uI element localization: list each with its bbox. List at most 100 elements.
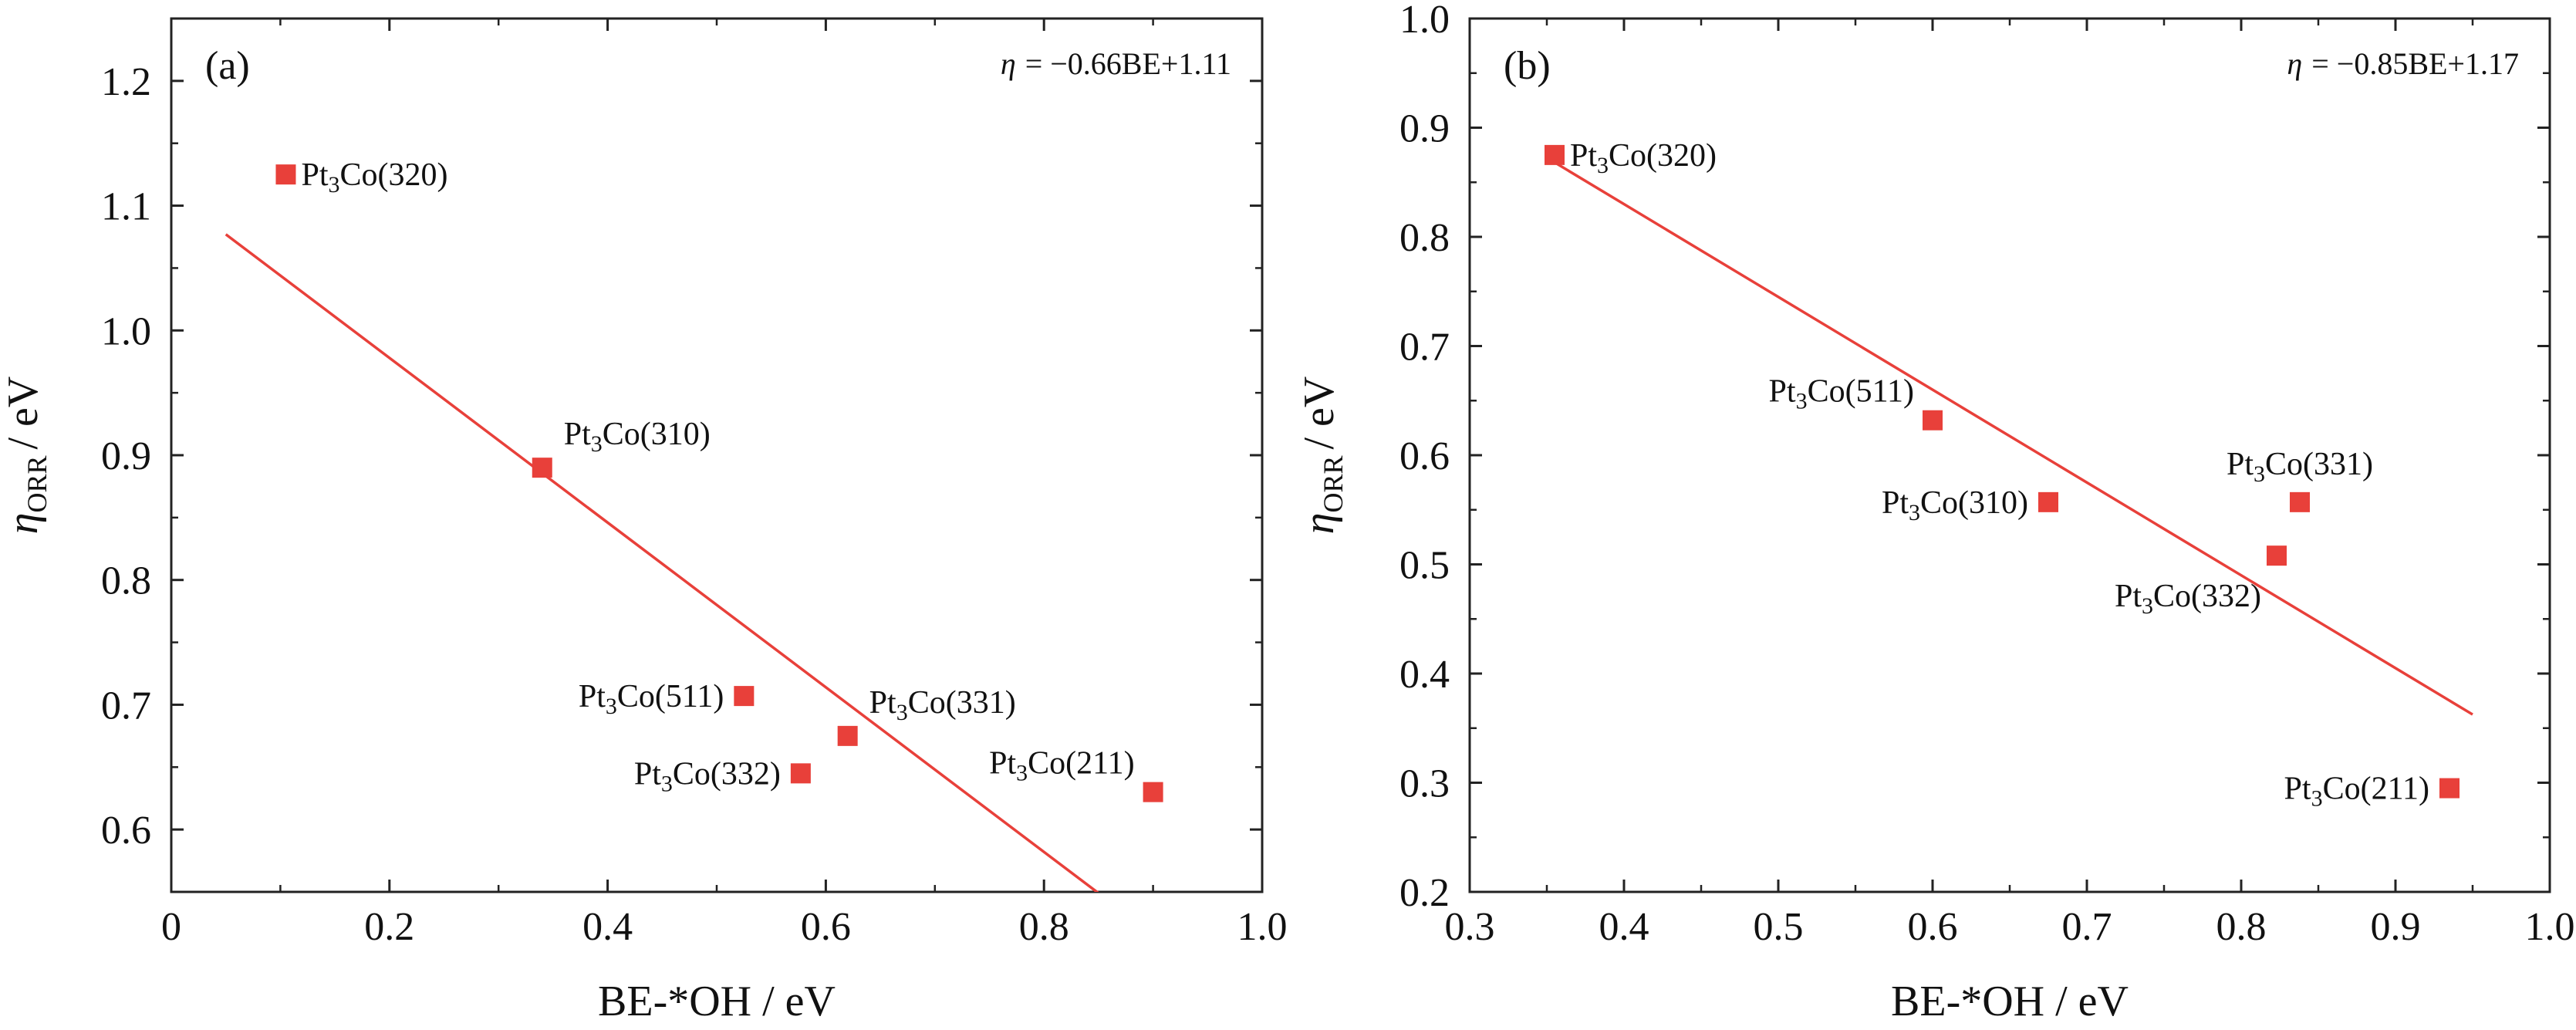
fit-equation: η = −0.85BE+1.17 bbox=[2287, 46, 2519, 81]
panel-label: (b) bbox=[1504, 44, 1551, 88]
x-tick-label: 0 bbox=[161, 905, 181, 949]
data-point bbox=[1545, 144, 1565, 165]
y-tick-label: 0.4 bbox=[1399, 653, 1450, 697]
x-tick-label: 0.4 bbox=[1599, 905, 1649, 949]
point-label-facet: Co(211) bbox=[2323, 772, 2429, 807]
equation-symbol: η bbox=[2287, 46, 2302, 81]
y-tick-label: 0.6 bbox=[1399, 434, 1450, 478]
y-tick-label: 0.6 bbox=[101, 809, 151, 853]
x-tick-label: 0.5 bbox=[1754, 905, 1804, 949]
x-tick-label: 0.8 bbox=[2216, 905, 2267, 949]
point-label-facet: Co(320) bbox=[340, 157, 448, 193]
y-axis-title: ηORR / eV bbox=[0, 377, 52, 535]
y-tick-label: 0.7 bbox=[1399, 326, 1450, 370]
fit-equation: η = −0.66BE+1.11 bbox=[1001, 46, 1231, 81]
point-label-element: Pt bbox=[1769, 374, 1796, 410]
x-tick-label: 0.9 bbox=[2371, 905, 2421, 949]
data-point bbox=[1143, 782, 1163, 802]
point-label: Pt3Co(331) bbox=[2227, 447, 2373, 487]
point-label: Pt3Co(320) bbox=[1570, 138, 1717, 178]
point-label-element: Pt bbox=[564, 417, 591, 452]
y-tick-label: 0.7 bbox=[101, 684, 151, 728]
data-point bbox=[837, 725, 858, 746]
point-label-subscript: 3 bbox=[1909, 500, 1920, 525]
data-point bbox=[2439, 778, 2460, 799]
y-axis-symbol: η bbox=[1295, 513, 1343, 535]
fit-line bbox=[225, 233, 1099, 892]
point-label-facet: Co(511) bbox=[1808, 374, 1914, 410]
point-label-element: Pt bbox=[2227, 447, 2254, 482]
point-label-subscript: 3 bbox=[1016, 761, 1028, 786]
point-label-facet: Co(331) bbox=[2265, 447, 2373, 482]
point-label-element: Pt bbox=[634, 756, 661, 792]
data-point bbox=[532, 458, 552, 478]
y-axis-subscript: ORR bbox=[1318, 456, 1349, 513]
y-tick-label: 0.8 bbox=[1399, 216, 1450, 260]
x-tick-label: 1.0 bbox=[1237, 905, 1288, 949]
point-label-element: Pt bbox=[579, 679, 606, 714]
y-tick-label: 0.5 bbox=[1399, 544, 1450, 588]
x-axis-title: BE-*OH / eV bbox=[1891, 978, 2129, 1025]
y-axis-unit: / eV bbox=[1295, 377, 1343, 450]
data-point bbox=[2267, 545, 2287, 566]
point-label-facet: Co(211) bbox=[1028, 746, 1134, 782]
point-label: Pt3Co(320) bbox=[301, 157, 447, 198]
point-label: Pt3Co(211) bbox=[2284, 772, 2429, 812]
data-point bbox=[734, 686, 755, 707]
y-axis-subscript: ORR bbox=[22, 456, 52, 513]
point-label-subscript: 3 bbox=[896, 700, 908, 725]
x-tick-label: 0.8 bbox=[1019, 905, 1069, 949]
x-tick-label: 1.0 bbox=[2525, 905, 2575, 949]
point-label: Pt3Co(310) bbox=[564, 417, 711, 457]
point-label-element: Pt bbox=[869, 685, 896, 721]
point-label-facet: Co(332) bbox=[673, 756, 781, 792]
point-label-subscript: 3 bbox=[661, 771, 673, 796]
point-label-subscript: 3 bbox=[1597, 153, 1609, 178]
y-axis-title: ηORR / eV bbox=[1295, 377, 1349, 535]
point-label-element: Pt bbox=[989, 746, 1016, 782]
point-label-subscript: 3 bbox=[2311, 786, 2323, 812]
fit-line bbox=[1554, 160, 2473, 716]
x-tick-label: 0.6 bbox=[1908, 905, 1958, 949]
y-axis-unit: / eV bbox=[0, 377, 47, 450]
y-tick-label: 0.9 bbox=[101, 434, 151, 478]
point-label-subscript: 3 bbox=[606, 694, 617, 719]
point-label-facet: Co(332) bbox=[2153, 579, 2261, 614]
y-tick-label: 0.8 bbox=[101, 559, 151, 603]
y-tick-label: 0.2 bbox=[1399, 871, 1450, 915]
data-point bbox=[1923, 410, 1943, 431]
point-label: Pt3Co(511) bbox=[1769, 374, 1914, 414]
panel-b: 0.3 0.4 0.5 0.6 0.7 0.8 0.9 1.00.20.30.40.50.60… bbox=[1295, 0, 2575, 1025]
x-axis-title: BE-*OH / eV bbox=[598, 978, 836, 1025]
point-label-facet: Co(331) bbox=[908, 685, 1016, 721]
point-label: Pt3Co(211) bbox=[989, 746, 1134, 786]
equation-text: = −0.85BE+1.17 bbox=[2311, 46, 2519, 81]
point-label-element: Pt bbox=[301, 157, 328, 193]
y-tick-label: 1.1 bbox=[101, 185, 151, 229]
point-label-element: Pt bbox=[1570, 138, 1597, 174]
point-label: Pt3Co(331) bbox=[869, 685, 1016, 725]
x-tick-label: 0.2 bbox=[364, 905, 414, 949]
point-label-subscript: 3 bbox=[2142, 593, 2153, 619]
panel-label: (a) bbox=[205, 44, 250, 88]
x-tick-label: 0.3 bbox=[1445, 905, 1495, 949]
equation-symbol: η bbox=[1001, 46, 1016, 81]
point-label-facet: Co(511) bbox=[617, 679, 724, 714]
point-label-element: Pt bbox=[1882, 485, 1909, 521]
point-label: Pt3Co(511) bbox=[579, 679, 724, 719]
x-tick-label: 0.4 bbox=[582, 905, 633, 949]
equation-text: = −0.66BE+1.11 bbox=[1025, 46, 1231, 81]
point-label-subscript: 3 bbox=[591, 431, 603, 457]
point-label-subscript: 3 bbox=[2254, 461, 2265, 487]
point-label-facet: Co(310) bbox=[603, 417, 711, 452]
point-label-subscript: 3 bbox=[1796, 389, 1808, 414]
point-label: Pt3Co(310) bbox=[1882, 485, 2028, 525]
y-tick-label: 0.3 bbox=[1399, 762, 1450, 806]
y-tick-label: 1.0 bbox=[1399, 0, 1450, 42]
point-label: Pt3Co(332) bbox=[634, 756, 781, 796]
point-label-facet: Co(310) bbox=[1920, 485, 2028, 521]
point-label-element: Pt bbox=[2284, 772, 2311, 807]
y-tick-label: 1.2 bbox=[101, 60, 151, 104]
panel-a: 0 0.2 0.4 0.6 0.8 1.0 0.6 0.7 0.8 0.9 1.0 1.1 1.2 BE-… bbox=[0, 17, 1288, 1025]
